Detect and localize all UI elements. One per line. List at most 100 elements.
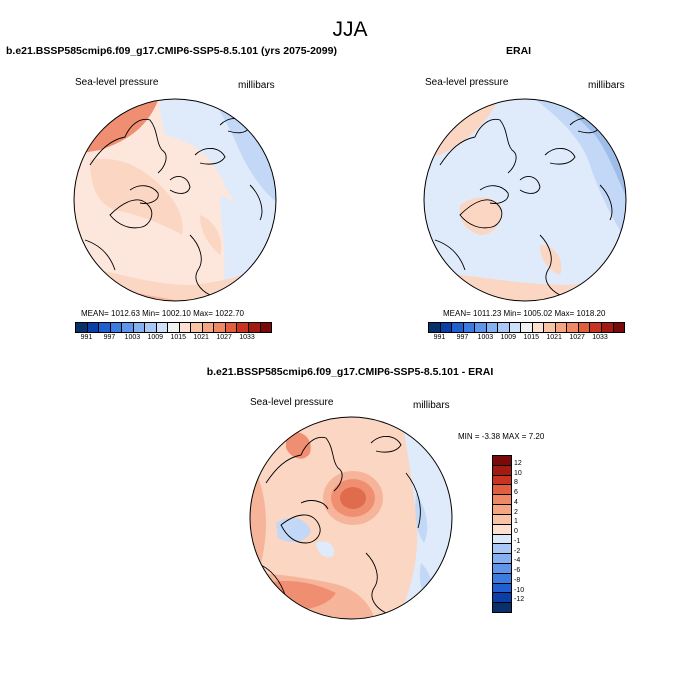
colorbar-swatch bbox=[601, 323, 614, 332]
colorbar-swatch bbox=[493, 524, 511, 535]
colorbar-swatch bbox=[493, 573, 511, 584]
colorbar-swatch bbox=[493, 603, 511, 612]
panel3-stats: MIN = -3.38 MAX = 7.20 bbox=[458, 432, 545, 441]
colorbar-tick-label: -12 bbox=[514, 596, 525, 604]
colorbar-tick-label: 1027 bbox=[216, 334, 232, 341]
colorbar-tick-label: 1021 bbox=[546, 334, 562, 341]
colorbar-swatch bbox=[578, 323, 591, 332]
colorbar-swatch bbox=[567, 323, 579, 332]
colorbar-tick-label: 1015 bbox=[523, 334, 540, 341]
colorbar-swatch bbox=[87, 323, 100, 332]
colorbar-tick-label: 0 bbox=[514, 528, 518, 535]
colorbar-tick-label: -6 bbox=[514, 567, 521, 574]
colorbar-tick-label: 1033 bbox=[239, 334, 255, 341]
colorbar-swatch bbox=[110, 323, 123, 332]
colorbar-swatch bbox=[156, 323, 169, 332]
colorbar-swatch bbox=[191, 323, 203, 332]
colorbar-swatch bbox=[493, 495, 511, 506]
colorbar-tick-label: 991 bbox=[80, 334, 93, 341]
colorbar-swatch bbox=[237, 323, 249, 332]
colorbar-swatch bbox=[429, 323, 441, 332]
colorbar-swatch bbox=[493, 544, 511, 555]
colorbar-tick-label: -4 bbox=[514, 557, 521, 565]
colorbar-swatch bbox=[145, 323, 157, 332]
colorbar-tick-label: 1009 bbox=[147, 334, 164, 341]
colorbar-swatch bbox=[493, 475, 511, 486]
colorbar-swatch bbox=[493, 593, 511, 604]
colorbar-swatch bbox=[493, 554, 511, 564]
colorbar-swatch bbox=[179, 323, 192, 332]
colorbar-swatch bbox=[486, 323, 499, 332]
colorbar-tick-label: -1 bbox=[514, 537, 521, 545]
colorbar-swatch bbox=[122, 323, 134, 332]
panel1-polar-map bbox=[73, 98, 277, 302]
panel2-units-label: millibars bbox=[588, 80, 625, 91]
panel3-colorbar-ticks: 12 10 8 6 4 2 1 0 -1 -2 -4 -6 -8 -10 -12 bbox=[514, 455, 544, 611]
colorbar-tick-label: 1021 bbox=[193, 334, 209, 341]
colorbar-swatch bbox=[493, 456, 511, 466]
colorbar-tick-label: 1003 bbox=[124, 334, 141, 341]
colorbar-swatch bbox=[613, 323, 625, 332]
colorbar-swatch bbox=[475, 323, 487, 332]
panel3-units-label: millibars bbox=[413, 400, 450, 411]
colorbar-tick-label: -2 bbox=[514, 547, 521, 555]
colorbar-swatch bbox=[493, 534, 511, 545]
colorbar-swatch bbox=[133, 323, 146, 332]
colorbar-swatch bbox=[493, 485, 511, 496]
colorbar-tick-label: 1033 bbox=[592, 334, 608, 341]
panel1-stats: MEAN= 1012.63 Min= 1002.10 Max= 1022.70 bbox=[81, 309, 244, 318]
colorbar-tick-label: 8 bbox=[514, 479, 518, 487]
panel1-title: b.e21.BSSP585cmip6.f09_g17.CMIP6-SSP5-8.… bbox=[6, 45, 337, 57]
colorbar-swatch bbox=[260, 323, 272, 332]
panel2-title: ERAI bbox=[506, 45, 532, 57]
colorbar-tick-label: 10 bbox=[514, 469, 522, 477]
colorbar-swatch bbox=[532, 323, 545, 332]
colorbar-tick-label: 997 bbox=[103, 334, 116, 341]
panel1-units-label: millibars bbox=[238, 80, 275, 91]
panel2-colorbar bbox=[428, 322, 625, 333]
colorbar-swatch bbox=[555, 323, 568, 332]
colorbar-swatch bbox=[493, 563, 511, 574]
colorbar-swatch bbox=[493, 583, 511, 594]
colorbar-swatch bbox=[99, 323, 111, 332]
colorbar-swatch bbox=[521, 323, 533, 332]
panel3-colorbar bbox=[492, 455, 512, 613]
colorbar-swatch bbox=[452, 323, 464, 332]
colorbar-tick-label: -8 bbox=[514, 576, 521, 584]
panel1-colorbar bbox=[75, 322, 272, 333]
colorbar-tick-label: -10 bbox=[514, 586, 525, 594]
panel2-polar-map bbox=[423, 98, 627, 302]
colorbar-swatch bbox=[440, 323, 453, 332]
panel3-variable-label: Sea-level pressure bbox=[250, 397, 334, 408]
panel1-variable-label: Sea-level pressure bbox=[75, 77, 159, 88]
colorbar-swatch bbox=[202, 323, 215, 332]
colorbar-tick-label: 1015 bbox=[170, 334, 187, 341]
colorbar-tick-label: 997 bbox=[456, 334, 469, 341]
panel3-title: b.e21.BSSP585cmip6.f09_g17.CMIP6-SSP5-8.… bbox=[206, 366, 494, 378]
colorbar-tick-label: 1009 bbox=[500, 334, 517, 341]
colorbar-swatch bbox=[544, 323, 556, 332]
panel3-polar-map bbox=[249, 416, 453, 620]
colorbar-swatch bbox=[493, 514, 511, 525]
colorbar-tick-label: 12 bbox=[514, 459, 522, 467]
colorbar-swatch bbox=[214, 323, 226, 332]
panel2-variable-label: Sea-level pressure bbox=[425, 77, 509, 88]
figure-title: JJA bbox=[332, 18, 368, 41]
colorbar-swatch bbox=[509, 323, 522, 332]
colorbar-tick-label: 1003 bbox=[477, 334, 494, 341]
colorbar-tick-label: 1 bbox=[514, 518, 518, 526]
colorbar-tick-label: 991 bbox=[433, 334, 446, 341]
colorbar-swatch bbox=[76, 323, 88, 332]
colorbar-tick-label: 2 bbox=[514, 508, 518, 516]
colorbar-swatch bbox=[225, 323, 238, 332]
colorbar-swatch bbox=[248, 323, 261, 332]
colorbar-tick-label: 6 bbox=[514, 489, 518, 496]
colorbar-swatch bbox=[498, 323, 510, 332]
colorbar-swatch bbox=[493, 505, 511, 515]
colorbar-swatch bbox=[493, 465, 511, 476]
panel2-stats: MEAN= 1011.23 Min= 1005.02 Max= 1018.20 bbox=[443, 309, 606, 318]
colorbar-swatch bbox=[168, 323, 180, 332]
colorbar-tick-label: 1027 bbox=[569, 334, 585, 341]
colorbar-swatch bbox=[590, 323, 602, 332]
colorbar-swatch bbox=[463, 323, 476, 332]
